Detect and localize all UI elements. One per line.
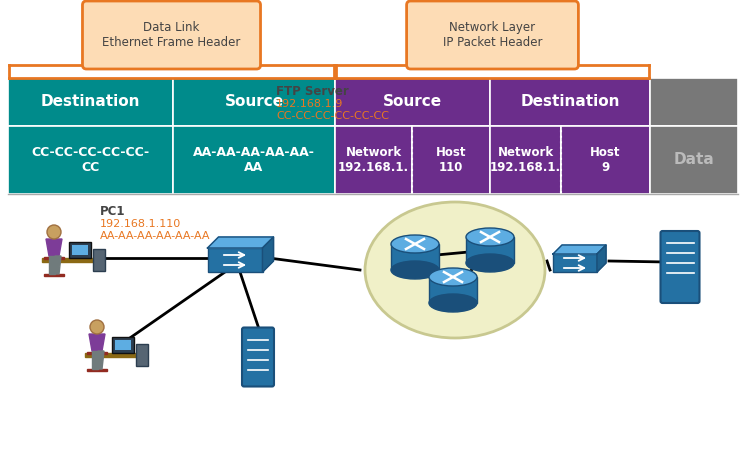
Circle shape (90, 320, 104, 334)
FancyBboxPatch shape (208, 248, 262, 272)
FancyBboxPatch shape (136, 344, 148, 366)
Polygon shape (92, 351, 98, 369)
Polygon shape (597, 245, 606, 272)
Text: PC1: PC1 (100, 205, 125, 218)
Polygon shape (44, 257, 64, 259)
FancyBboxPatch shape (82, 1, 261, 69)
Polygon shape (87, 352, 107, 354)
Text: Source: Source (383, 95, 442, 110)
Ellipse shape (391, 261, 439, 279)
Text: Host
110: Host 110 (436, 146, 466, 174)
Text: FTP Server: FTP Server (276, 85, 349, 98)
FancyBboxPatch shape (8, 78, 173, 126)
FancyBboxPatch shape (173, 126, 335, 194)
FancyBboxPatch shape (650, 126, 738, 194)
Ellipse shape (429, 294, 477, 312)
Polygon shape (98, 351, 104, 369)
Ellipse shape (429, 268, 477, 286)
FancyBboxPatch shape (490, 126, 561, 194)
FancyBboxPatch shape (553, 254, 597, 272)
Text: Destination: Destination (41, 95, 140, 110)
FancyBboxPatch shape (335, 126, 412, 194)
FancyBboxPatch shape (242, 327, 274, 387)
Text: Host
9: Host 9 (590, 146, 621, 174)
FancyBboxPatch shape (412, 126, 490, 194)
Text: AA-AA-AA-AA-AA-
AA: AA-AA-AA-AA-AA- AA (193, 146, 315, 174)
Text: Data Link
Ethernet Frame Header: Data Link Ethernet Frame Header (102, 21, 241, 49)
Text: CC-CC-CC-CC-CC-
CC: CC-CC-CC-CC-CC- CC (31, 146, 149, 174)
Circle shape (47, 225, 61, 239)
FancyBboxPatch shape (115, 340, 131, 350)
Text: 192.168.1.110: 192.168.1.110 (100, 219, 182, 229)
FancyBboxPatch shape (561, 126, 650, 194)
Polygon shape (42, 258, 102, 262)
Ellipse shape (391, 235, 439, 253)
FancyBboxPatch shape (72, 245, 88, 255)
Polygon shape (49, 256, 55, 274)
FancyBboxPatch shape (406, 1, 578, 69)
Text: AA-AA-AA-AA-AA-AA: AA-AA-AA-AA-AA-AA (100, 231, 211, 241)
FancyBboxPatch shape (429, 277, 477, 303)
FancyBboxPatch shape (173, 78, 335, 126)
FancyBboxPatch shape (335, 78, 490, 126)
Polygon shape (89, 334, 105, 351)
Text: Network Layer
IP Packet Header: Network Layer IP Packet Header (443, 21, 542, 49)
FancyBboxPatch shape (8, 126, 173, 194)
Text: Network
192.168.1.: Network 192.168.1. (338, 146, 409, 174)
Ellipse shape (466, 228, 514, 246)
Text: Destination: Destination (520, 95, 620, 110)
Polygon shape (87, 369, 107, 371)
Polygon shape (262, 237, 273, 272)
Polygon shape (85, 353, 145, 357)
FancyBboxPatch shape (650, 78, 738, 126)
FancyBboxPatch shape (391, 244, 439, 270)
Text: Source: Source (224, 95, 284, 110)
Text: Network
192.168.1.: Network 192.168.1. (490, 146, 561, 174)
FancyBboxPatch shape (466, 237, 514, 263)
Text: 192.168.1.9: 192.168.1.9 (276, 99, 344, 109)
Polygon shape (55, 256, 61, 274)
FancyBboxPatch shape (112, 337, 134, 353)
Ellipse shape (365, 202, 545, 338)
Polygon shape (44, 274, 64, 276)
Polygon shape (553, 245, 606, 254)
Polygon shape (208, 237, 273, 248)
FancyBboxPatch shape (69, 242, 91, 258)
Text: Data: Data (674, 152, 714, 168)
Ellipse shape (466, 254, 514, 272)
Text: CC-CC-CC-CC-CC-CC: CC-CC-CC-CC-CC-CC (276, 111, 389, 121)
Polygon shape (46, 239, 62, 256)
FancyBboxPatch shape (93, 249, 105, 271)
FancyBboxPatch shape (490, 78, 650, 126)
FancyBboxPatch shape (660, 231, 699, 303)
